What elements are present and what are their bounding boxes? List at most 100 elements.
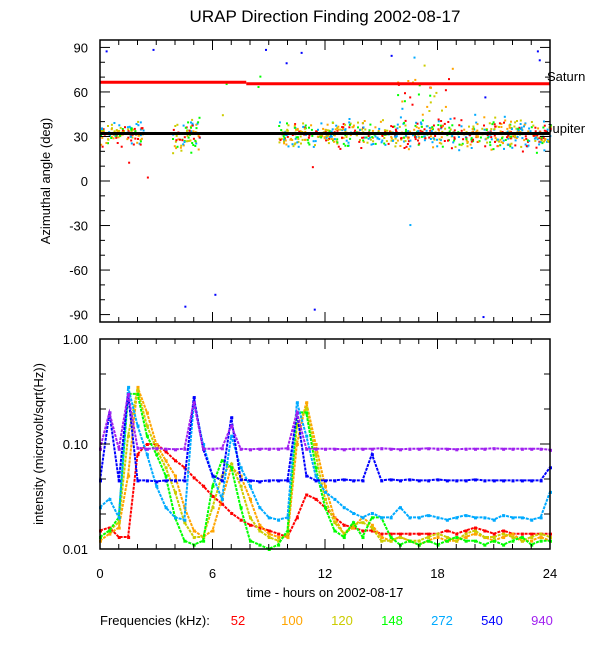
intensity-point-940khz (370, 447, 374, 451)
intensity-point-540khz (436, 478, 440, 482)
direction-point (361, 122, 364, 125)
direction-point (428, 136, 431, 139)
intensity-point-148khz (164, 474, 168, 478)
intensity-point-148khz (305, 411, 309, 415)
intensity-point-52khz (380, 532, 384, 536)
direction-point (509, 130, 512, 133)
direction-outlier-point (146, 176, 149, 179)
intensity-point-940khz (202, 447, 206, 451)
direction-point (546, 128, 549, 131)
direction-point (131, 128, 134, 131)
direction-point (434, 135, 437, 137)
direction-point (409, 139, 412, 142)
direction-point (139, 138, 142, 141)
direction-point (332, 139, 334, 142)
direction-point (494, 140, 496, 143)
direction-point (449, 128, 452, 131)
intensity-point-52khz (202, 484, 206, 488)
direction-point (392, 125, 394, 128)
intensity-point-52khz (117, 536, 121, 540)
direction-point (323, 137, 326, 140)
direction-point (509, 143, 512, 146)
direction-point (432, 137, 435, 140)
intensity-point-540khz (399, 479, 402, 483)
direction-point (436, 145, 439, 148)
direction-point (368, 136, 371, 139)
direction-point (395, 130, 398, 133)
intensity-point-940khz (342, 448, 346, 452)
direction-point (404, 130, 407, 133)
direction-point (429, 101, 432, 104)
direction-point (295, 136, 298, 139)
direction-point (110, 123, 113, 126)
intensity-point-100khz (277, 536, 281, 540)
direction-point (182, 144, 185, 147)
direction-point (440, 142, 443, 145)
direction-point (528, 140, 531, 142)
direction-point (121, 129, 124, 132)
intensity-point-148khz (474, 539, 477, 543)
intensity-point-52khz (174, 459, 177, 463)
direction-point (417, 139, 419, 142)
intensity-point-540khz (183, 479, 187, 483)
intensity-point-148khz (314, 466, 318, 470)
direction-point (499, 138, 502, 141)
direction-point (304, 130, 307, 133)
intensity-point-148khz (155, 453, 159, 457)
direction-point (409, 96, 412, 99)
direction-point (417, 127, 420, 130)
direction-point (184, 126, 187, 129)
direction-point (115, 129, 118, 131)
intensity-point-100khz (370, 523, 374, 527)
direction-point (382, 119, 384, 122)
direction-point (344, 128, 347, 131)
intensity-point-148khz (539, 539, 543, 543)
direction-point (460, 119, 463, 122)
direction-point (174, 140, 177, 143)
direction-point (347, 141, 350, 144)
direction-point (400, 137, 402, 140)
direction-point (363, 120, 366, 122)
intensity-point-940khz (352, 447, 356, 451)
intensity-point-272khz (202, 443, 206, 446)
direction-point (374, 142, 377, 145)
intensity-point-148khz (108, 529, 112, 533)
direction-point (494, 137, 497, 139)
direction-point (183, 141, 186, 143)
direction-point (461, 142, 464, 145)
intensity-point-940khz (220, 447, 224, 451)
direction-point (291, 139, 294, 141)
direction-point (336, 141, 339, 144)
direction-point (374, 126, 377, 129)
direction-point (345, 136, 348, 138)
direction-point (523, 139, 526, 142)
direction-point (472, 140, 475, 143)
direction-outlier-point (152, 48, 155, 51)
direction-point (519, 127, 522, 130)
direction-point (538, 143, 541, 146)
direction-point (516, 135, 519, 138)
direction-point (130, 127, 133, 130)
direction-point (411, 103, 414, 106)
direction-point (197, 135, 200, 138)
direction-point (474, 113, 477, 116)
direction-point (283, 136, 286, 139)
intensity-point-52khz (305, 493, 309, 497)
direction-point (190, 126, 192, 129)
direction-point (532, 124, 535, 127)
direction-point (192, 144, 195, 146)
direction-point (326, 135, 329, 138)
direction-point (287, 145, 290, 148)
direction-point (118, 129, 121, 132)
intensity-point-52khz (492, 532, 496, 536)
direction-point (342, 123, 345, 126)
direction-point (187, 121, 190, 124)
intensity-point-540khz (230, 416, 234, 420)
direction-point (423, 64, 426, 67)
direction-point (398, 125, 401, 128)
intensity-point-100khz (474, 532, 477, 536)
direction-point (470, 140, 473, 143)
direction-point (307, 136, 310, 139)
direction-point (540, 139, 543, 142)
intensity-point-272khz (249, 484, 252, 488)
